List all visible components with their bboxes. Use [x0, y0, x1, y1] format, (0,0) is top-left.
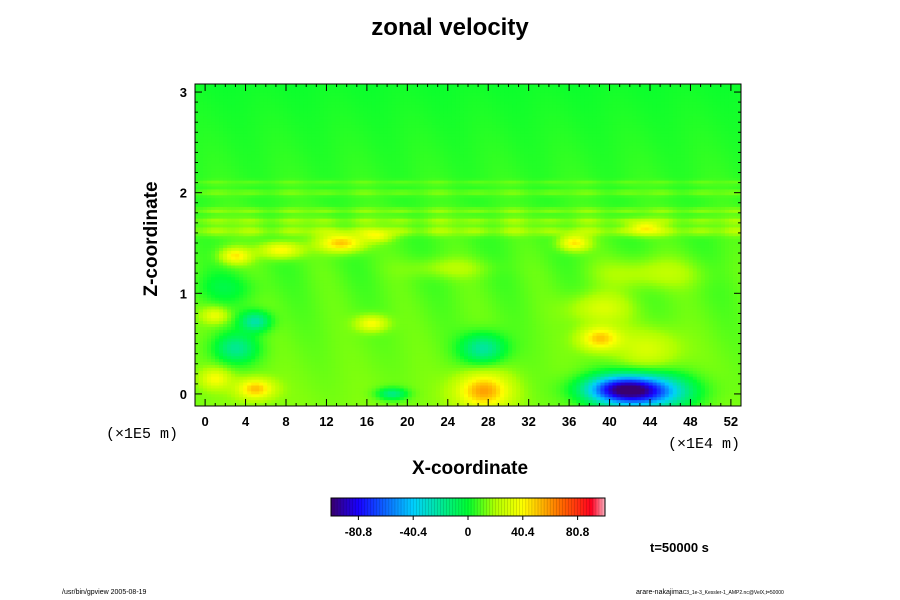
x-tick-label: 52	[724, 414, 738, 429]
x-tick-label: 12	[319, 414, 333, 429]
x-axis-label: X-coordinate	[411, 458, 529, 479]
x-tick-label: 20	[400, 414, 414, 429]
x-tick-label: 36	[562, 414, 576, 429]
x-axis-ticks: 0 4 8 12 16 20 24 28 32 36 40 44 48 52	[201, 84, 738, 429]
colorbar-tick-label: 40.4	[511, 525, 535, 539]
chart-title: zonal velocity	[371, 14, 529, 41]
x-tick-label: 16	[360, 414, 374, 429]
y-axis-ticks: 0 1 2 3	[180, 85, 741, 402]
x-tick-label: 8	[282, 414, 289, 429]
x-tick-label: 48	[683, 414, 697, 429]
x-tick-label: 32	[521, 414, 535, 429]
colorbar: -80.8 -40.4 0 40.4 80.8	[330, 497, 606, 539]
y-axis-label: Z-coordinate	[141, 181, 162, 297]
colorbar-tick-label: -40.4	[400, 525, 428, 539]
y-tick-label: 3	[180, 85, 187, 100]
footer-right-main: arare-nakajima	[636, 589, 683, 596]
x-tick-label: 4	[242, 414, 250, 429]
x-tick-label: 0	[201, 414, 208, 429]
x-tick-label: 28	[481, 414, 495, 429]
colorbar-tick-label: 0	[465, 525, 472, 539]
x-tick-label: 44	[643, 414, 658, 429]
footer-right-small: C3_1e-3_Kessler-1_AMP2.nc@VelX,t=50000	[682, 590, 784, 596]
footer-left: /usr/bin/gpview 2005-08-19	[62, 589, 147, 596]
colorbar-tick-label: 80.8	[566, 525, 590, 539]
x-tick-label: 24	[441, 414, 456, 429]
colorbar-ticks: -80.8 -40.4 0 40.4 80.8	[345, 516, 590, 539]
y-tick-label: 1	[180, 286, 187, 301]
colorbar-gradient	[331, 498, 605, 516]
footer-right: arare-nakajimaC3_1e-3_Kessler-1_AMP2.nc@…	[636, 589, 784, 596]
y-tick-label: 2	[180, 186, 187, 201]
colorbar-tick-label: -80.8	[345, 525, 373, 539]
y-scale-note: (×1E5 m)	[106, 426, 179, 443]
time-label: t=50000 s	[650, 540, 709, 555]
y-tick-label: 0	[180, 387, 187, 402]
x-scale-note: (×1E4 m)	[668, 436, 741, 453]
heatmap-field	[195, 84, 741, 406]
x-tick-label: 40	[602, 414, 616, 429]
